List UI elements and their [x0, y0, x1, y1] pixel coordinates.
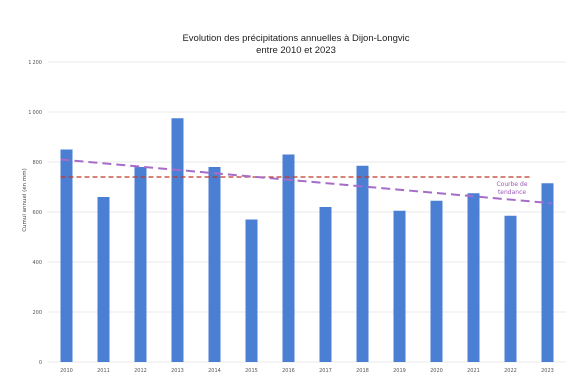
y-tick-label: 400 [32, 260, 42, 266]
trend-line [60, 158, 552, 205]
x-tick-label: 2014 [208, 368, 221, 374]
x-tick-label: 2020 [430, 368, 443, 374]
bars-layer [60, 118, 554, 362]
grid-layer [48, 61, 566, 363]
x-tick-label: 2011 [97, 368, 110, 374]
bar-2015 [245, 219, 258, 362]
y-tick-label: 600 [32, 210, 42, 216]
y-tick-label: 200 [32, 310, 42, 316]
bar-2017 [319, 207, 332, 362]
bar-2014 [208, 167, 221, 362]
x-tick-label: 2022 [504, 368, 517, 374]
bar-2023 [541, 183, 554, 362]
x-tick-label: 2012 [134, 368, 147, 374]
x-tick-label: 2010 [60, 368, 73, 374]
bar-2022 [504, 215, 517, 362]
bar-2018 [356, 165, 369, 362]
x-tick-label: 2015 [245, 368, 258, 374]
x-tick-label: 2013 [171, 368, 184, 374]
x-tick-label: 2018 [356, 368, 369, 374]
x-tick-label: 2019 [393, 368, 406, 374]
trend-line-label: Courbe de [496, 181, 527, 188]
bar-2010 [60, 149, 73, 362]
y-axis-label: Cumul annuel (en mm) [22, 168, 28, 232]
bar-2021 [467, 193, 480, 362]
x-tick-label: 2017 [319, 368, 332, 374]
bar-2016 [282, 154, 295, 362]
chart-title-line-2: entre 2010 et 2023 [256, 45, 336, 56]
bar-2020 [430, 200, 443, 362]
chart-title-line-1: Evolution des précipitations annuelles à… [182, 33, 409, 44]
trend-line-label: tendance [498, 189, 526, 196]
bar-2013 [171, 118, 184, 362]
x-tick-label: 2021 [467, 368, 480, 374]
x-tick-label: 2016 [282, 368, 295, 374]
x-tick-label: 2023 [541, 368, 554, 374]
bar-2011 [97, 197, 110, 362]
bar-2019 [393, 210, 406, 362]
y-tick-label: 800 [32, 160, 42, 166]
y-tick-label: 0 [39, 360, 42, 366]
y-tick-label: 1 000 [28, 110, 42, 116]
bar-2012 [134, 167, 147, 362]
ticks-layer: 0 200 400 600 800 1 000 1 200 2010 2011 2012 2013 2… [28, 60, 554, 374]
y-tick-label: 1 200 [28, 60, 42, 66]
